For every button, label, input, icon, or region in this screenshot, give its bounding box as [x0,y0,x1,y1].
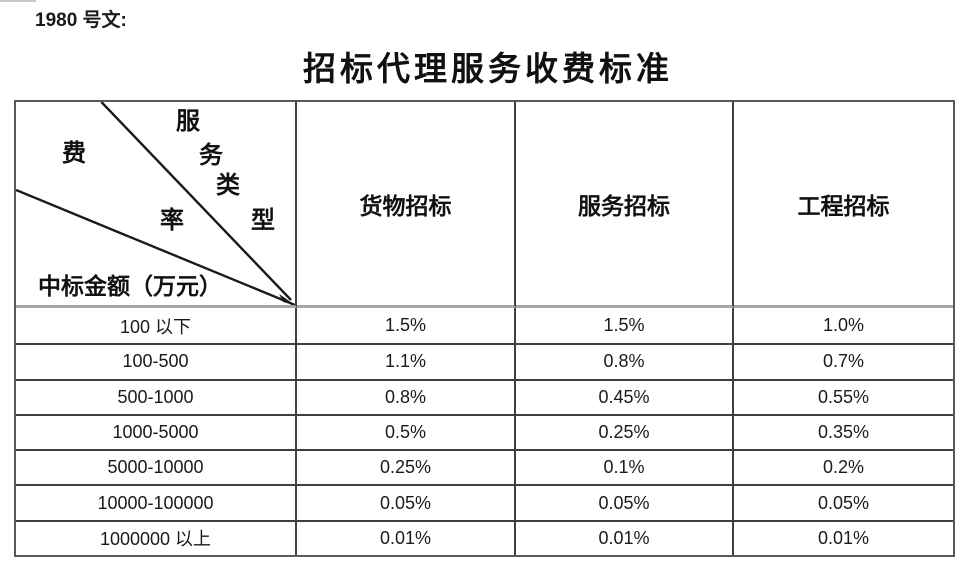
table-cell: 0.55% [734,378,953,414]
table-row-amount: 5000-10000 [16,449,297,485]
diagonal-arrow-tip [279,294,295,305]
fee-rate-value: 0.2% [822,457,865,478]
table-cell: 0.05% [297,484,516,520]
table-row-amount: 1000000 以上 [16,519,297,555]
scan-artifact-line [0,0,36,2]
table-cell: 0.25% [297,449,516,485]
table-row-amount: 100-500 [16,343,297,379]
amount-range: 100 以下 [119,316,192,337]
fee-rate-value: 0.05% [817,492,870,513]
table-cell: 0.25% [516,413,734,450]
fee-rate-value: 0.8% [603,351,645,372]
table-row-amount: 1000-5000 [16,413,297,450]
corner-service-type-char-2: 务 [199,143,223,169]
column-header-works: 工程招标 [734,102,953,308]
amount-range: 10000-100000 [97,492,214,513]
table-cell: 0.01% [734,519,953,555]
doc-number-label: 1980 号文: [35,10,127,31]
corner-fee-rate-char-2: 率 [160,208,184,234]
amount-range: 1000000 以上 [99,529,212,550]
table-cell: 0.2% [734,449,953,484]
table-cell: 0.8% [516,343,734,379]
table-row-amount: 500-1000 [16,378,297,414]
column-header-services-label: 服务招标 [578,193,670,219]
fee-rate-value: 0.55% [817,386,870,407]
fee-rate-value: 1.5% [603,315,645,336]
table-cell: 0.1% [516,449,734,485]
fee-rate-value: 0.1% [603,457,645,478]
page-title: 招标代理服务收费标准 [303,52,673,88]
table-corner-cell: 服 费 务 类 率 型 中标金额（万元） [16,102,297,308]
corner-service-type-char-1: 服 [176,109,200,135]
fee-rate-value: 0.25% [379,457,432,478]
table-cell: 1.5% [516,308,734,344]
table-cell: 1.0% [734,308,953,343]
table-cell: 0.7% [734,343,953,378]
table-cell: 0.45% [516,378,734,414]
table-row-amount: 10000-100000 [16,484,297,520]
table-cell: 0.05% [516,484,734,520]
fee-rate-value: 0.01% [598,527,650,548]
fee-rate-value: 0.05% [379,492,432,513]
column-header-services: 服务招标 [516,102,734,308]
amount-range: 500-1000 [117,386,194,407]
fee-rate-value: 0.5% [384,421,427,442]
fee-rate-value: 0.05% [598,492,650,513]
fee-standard-table: 服 费 务 类 率 型 中标金额（万元） 货物招标 服务招标 工程招标 100 … [14,100,955,557]
corner-service-type-char-3: 类 [216,173,240,199]
fee-rate-value: 1.1% [384,351,427,372]
amount-range: 100-500 [122,351,189,372]
column-header-goods-label: 货物招标 [359,193,452,219]
fee-rate-value: 1.5% [384,315,427,336]
table-cell: 1.5% [297,308,516,344]
fee-rate-value: 0.25% [598,421,650,442]
fee-rate-value: 1.0% [822,315,865,336]
corner-fee-rate-char-1: 费 [62,141,86,167]
corner-service-type-char-4: 型 [251,208,275,234]
table-cell: 0.35% [734,413,953,449]
table-cell: 1.1% [297,343,516,379]
fee-rate-value: 0.01% [379,527,432,548]
table-cell: 0.01% [297,519,516,555]
diagonal-divider-lines [16,102,295,305]
fee-rate-value: 0.01% [817,527,870,548]
table-cell: 0.01% [516,519,734,555]
table-row-amount: 100 以下 [16,308,297,344]
fee-rate-value: 0.45% [598,386,650,407]
amount-range: 1000-5000 [112,421,199,442]
fee-rate-value: 0.8% [384,386,427,407]
fee-rate-value: 0.35% [817,421,870,442]
table-cell: 0.05% [734,484,953,519]
column-header-goods: 货物招标 [297,102,516,308]
table-cell: 0.8% [297,378,516,414]
corner-amount-axis-label: 中标金额（万元） [38,274,222,299]
table-cell: 0.5% [297,413,516,450]
fee-rate-value: 0.7% [822,351,865,372]
column-header-works-label: 工程招标 [797,193,890,219]
amount-range: 5000-10000 [107,457,204,478]
